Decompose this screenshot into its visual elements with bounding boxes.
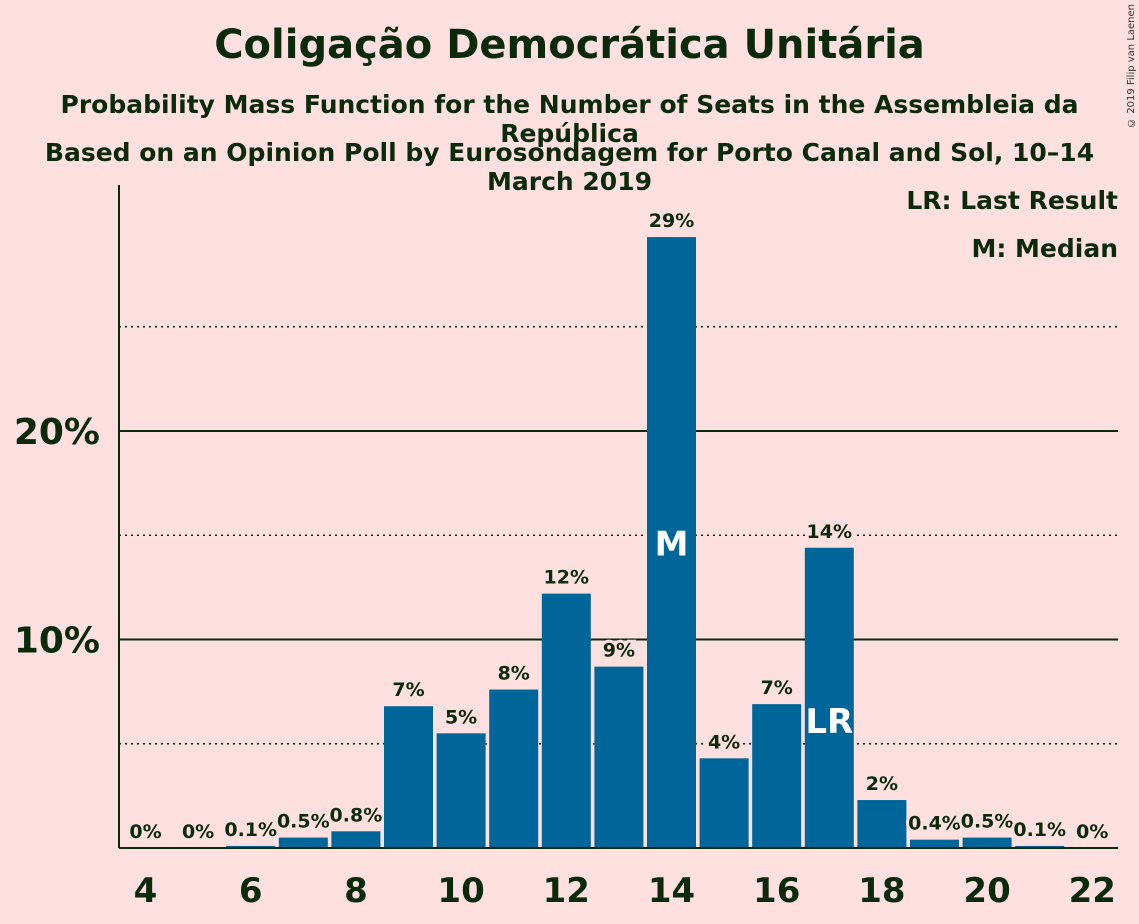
bar-value-label: 0% [129, 821, 161, 843]
bar-seat-14 [647, 237, 696, 849]
bar-value-label: 4% [708, 731, 740, 753]
x-tick-label: 6 [239, 871, 263, 911]
bar-value-label: 0.1% [224, 819, 277, 841]
bar-seat-7 [278, 837, 328, 848]
bar-seat-20 [962, 837, 1012, 848]
last-result-marker: LR [805, 702, 853, 742]
x-tick-label: 22 [1069, 871, 1116, 911]
y-tick-label: 10% [14, 621, 100, 662]
bar-seat-19 [910, 839, 959, 848]
bar-value-label: 12% [544, 567, 589, 589]
bar-value-label: 0% [182, 821, 214, 843]
bar-value-label: 2% [866, 773, 898, 795]
bar-seat-13 [594, 666, 644, 848]
bar-value-label: 0.1% [1013, 819, 1066, 841]
bar-value-label: 29% [649, 210, 694, 232]
bar-value-label: 7% [392, 679, 424, 701]
bar-seat-12 [541, 593, 591, 848]
bar-seat-17 [804, 547, 854, 848]
bar-seat-9 [384, 706, 433, 848]
chart-title: Coligação Democrática Unitária [214, 22, 925, 68]
median-marker: M [655, 525, 689, 565]
y-tick-label: 20% [14, 412, 100, 453]
bar-value-label: 5% [445, 706, 477, 728]
legend-last-result: LR: Last Result [906, 186, 1118, 215]
bar-value-label: 0.8% [330, 804, 383, 826]
x-tick-label: 20 [963, 871, 1010, 911]
x-tick-label: 14 [648, 871, 695, 911]
bar-seat-15 [699, 758, 749, 848]
bar-seat-10 [436, 733, 486, 848]
bar-seat-11 [489, 689, 539, 848]
bar-seat-21 [1015, 845, 1065, 848]
legend-median: M: Median [971, 234, 1118, 263]
x-tick-label: 8 [344, 871, 368, 911]
bar-value-label: 0% [1076, 821, 1108, 843]
chart-subtitle: Probability Mass Function for the Number… [60, 90, 1079, 148]
bar-value-label: 0.5% [277, 811, 330, 833]
x-tick-label: 18 [858, 871, 905, 911]
bar-value-label: 7% [761, 677, 793, 699]
bar-seat-16 [752, 704, 802, 848]
chart-source: Based on an Opinion Poll by Eurosondagem… [44, 138, 1095, 196]
bar-seat-18 [857, 800, 907, 848]
x-tick-label: 16 [753, 871, 800, 911]
bar-value-label: 14% [807, 521, 852, 543]
x-tick-label: 4 [134, 871, 158, 911]
x-tick-label: 12 [543, 871, 590, 911]
bar-seat-6 [226, 845, 276, 848]
x-tick-label: 10 [437, 871, 484, 911]
bar-value-label: 0.4% [908, 813, 961, 835]
bar-value-label: 8% [498, 663, 530, 685]
bar-value-label: 9% [603, 640, 635, 662]
bar-value-label: 0.5% [961, 811, 1014, 833]
bar-seat-8 [331, 831, 381, 848]
